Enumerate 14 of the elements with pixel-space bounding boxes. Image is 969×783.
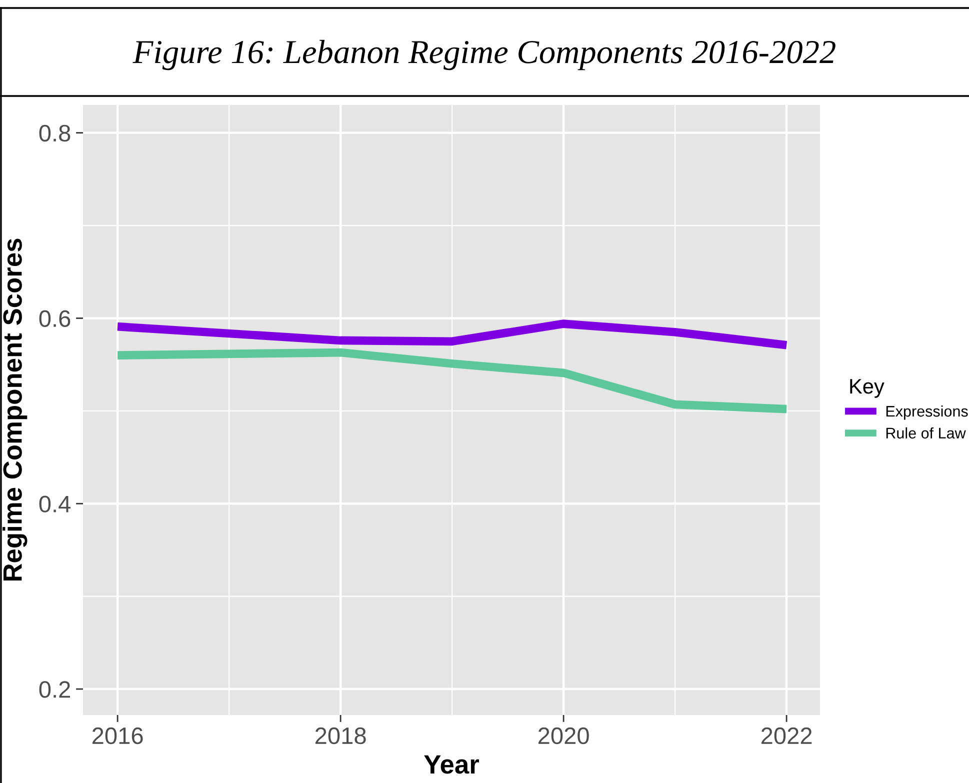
y-tick-label: 0.8 xyxy=(39,124,70,142)
legend-label: Rule of Law xyxy=(886,427,966,439)
x-tick-label: 2016 xyxy=(92,727,143,744)
x-tick-label: 2022 xyxy=(761,727,812,744)
x-tick-label: 2018 xyxy=(315,727,366,744)
x-axis-title: Year xyxy=(424,755,479,774)
y-axis-title: Regime Component Scores xyxy=(2,238,28,581)
y-tick-label: 0.4 xyxy=(39,496,71,512)
legend-label: Expressions xyxy=(886,405,968,420)
y-tick-label: 0.6 xyxy=(39,310,70,328)
chart-title: Figure 16: Lebanon Regime Components 2016-2022 xyxy=(132,40,836,70)
legend-title: Key xyxy=(850,379,884,398)
x-tick-label: 2020 xyxy=(538,727,589,744)
y-tick-label: 0.2 xyxy=(39,681,70,698)
